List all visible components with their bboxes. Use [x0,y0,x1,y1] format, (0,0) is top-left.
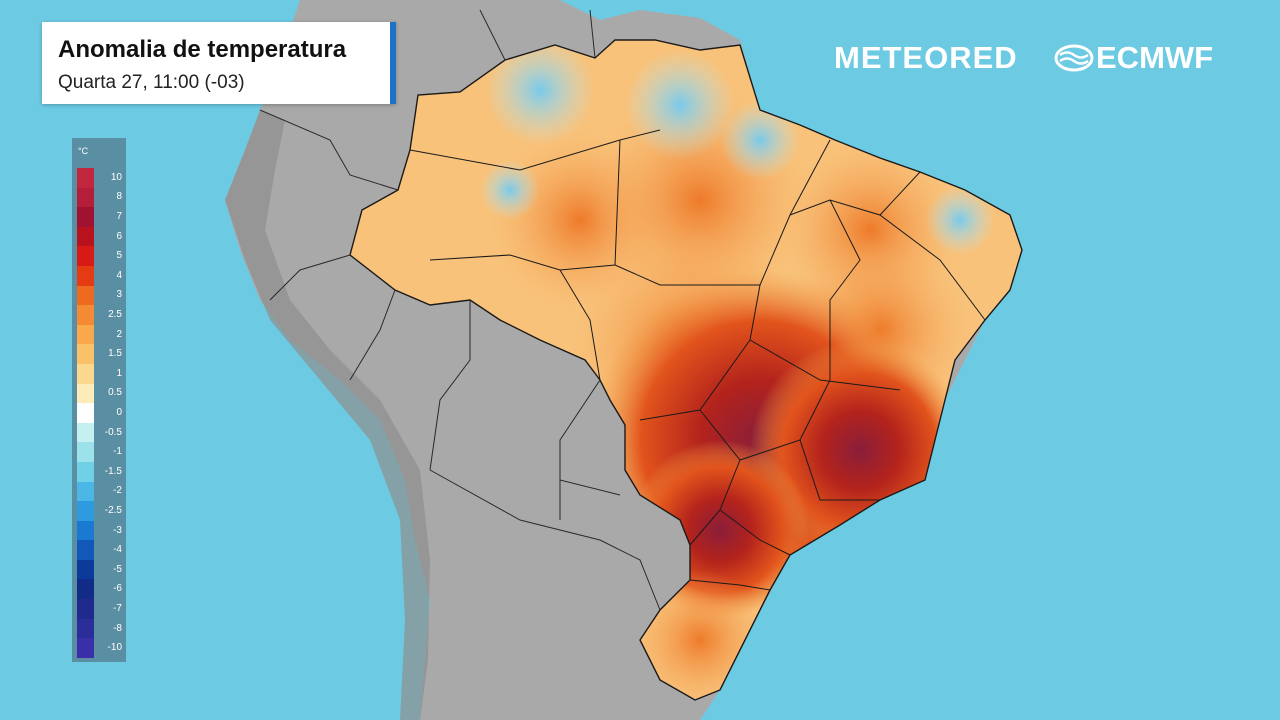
legend-swatch [77,481,94,502]
legend-labels: 10 8 7 6 5 4 3 2.5 2 1.5 1 0.5 0 -0.5 -1 -1.5 -2 -2.5 -3 -4… [96,168,124,658]
color-scale-legend: °C 10 8 7 6 5 4 3 2.5 2 1.5 1 0.5 0 -0.5 -1 -1.5 -2 -2.5 -… [72,138,126,662]
legend-swatch [77,383,94,404]
legend-tick-label: -5 [113,563,122,575]
map-timestamp: Quarta 27, 11:00 (-03) [58,72,245,93]
andes-shading [225,110,430,720]
legend-swatch [77,559,94,580]
legend-tick-label: 0.5 [108,387,122,399]
legend-swatch [77,461,94,482]
legend-tick-label: 7 [116,211,122,222]
legend-swatch [77,207,94,227]
legend-tick-label: -2.5 [104,505,122,516]
legend-swatch [77,324,94,345]
legend-tick-label: -10 [107,642,122,654]
legend-swatch [77,579,94,600]
legend-swatch [77,599,94,619]
legend-tick-label: -6 [113,583,122,595]
country-borders [259,9,661,611]
legend-tick-label: -4 [113,544,122,556]
legend-swatch [77,265,94,286]
legend-swatch [77,187,94,208]
legend-tick-label: -0.5 [104,426,122,438]
legend-tick-label: 1.5 [108,348,122,360]
legend-tick-label: 0 [116,407,122,418]
state-borders [409,129,986,591]
legend-tick-label: 5 [116,250,122,262]
legend-swatch [77,363,94,384]
legend-tick-label: 6 [116,230,122,242]
legend-swatch [77,442,94,462]
title-panel: Anomalia de temperatura Quarta 27, 11:00… [42,22,396,104]
legend-swatches [77,168,94,658]
legend-tick-label: -3 [113,524,122,536]
legend-swatch [77,638,94,658]
legend-tick-label: 1 [116,367,122,379]
legend-tick-label: -2 [113,485,122,497]
legend-swatch [77,305,94,325]
ecmwf-emblem-icon [1054,44,1094,72]
legend-tick-label: 4 [116,269,122,281]
legend-swatch [77,403,94,423]
title-accent-bar [390,22,396,104]
legend-tick-label: -1 [113,446,122,458]
legend-tick-label: 10 [110,171,122,183]
legend-swatch [77,168,94,188]
legend-tick-label: -1.5 [104,465,122,477]
legend-swatch [77,540,94,560]
legend-swatch [77,520,94,541]
brazil-border [349,39,1023,701]
map-title: Anomalia de temperatura [58,36,347,63]
legend-tick-label: -7 [113,603,122,614]
ecmwf-text: ECMWF [1096,40,1214,75]
legend-unit: °C [78,146,89,156]
legend-swatch [77,344,94,364]
legend-swatch [77,501,94,521]
legend-tick-label: 8 [116,191,122,203]
legend-swatch [77,618,94,639]
legend-tick-label: 2 [116,328,122,340]
legend-swatch [77,422,94,443]
legend-swatch [77,246,94,266]
legend-tick-label: -8 [113,622,122,634]
legend-swatch [77,285,94,306]
legend-swatch [77,226,94,247]
legend-tick-label: 2.5 [108,309,122,320]
legend-tick-label: 3 [116,289,122,301]
meteored-logo: METEORED [834,40,1018,75]
